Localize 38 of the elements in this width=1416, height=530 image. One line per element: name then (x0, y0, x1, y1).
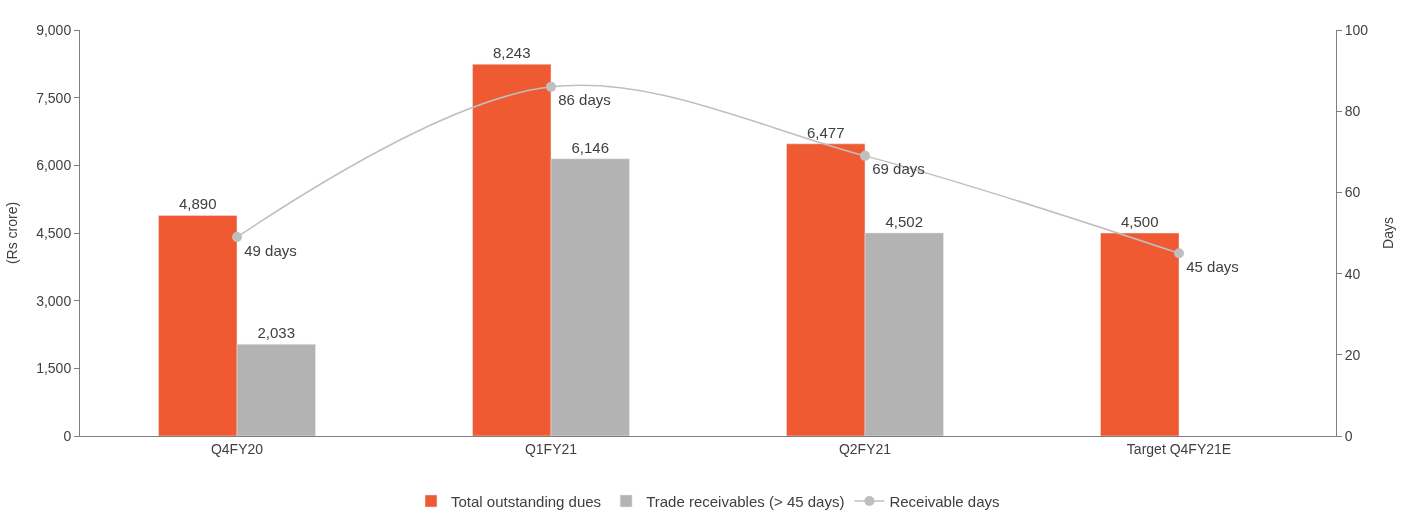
x-tick-label: Target Q4FY21E (1126, 440, 1232, 457)
legend-label: Total outstanding dues (451, 492, 602, 510)
data-label: 4,500 (1120, 213, 1159, 230)
y-tick-label: 4,500 (36, 224, 72, 241)
y2-tick-label: 60 (1344, 184, 1361, 201)
point (860, 150, 870, 161)
data-label: 6,146 (571, 138, 610, 156)
bar (1100, 232, 1180, 436)
data-label: 86 days (558, 91, 611, 109)
data-label: 69 days (872, 160, 925, 178)
y-tick-label: 6,000 (36, 157, 72, 174)
y-tick-label: 3,000 (36, 292, 72, 309)
y2-tick-label: 0 (1344, 427, 1353, 444)
data-label: 8,243 (492, 44, 531, 62)
legend-label: Trade receivables (> 45 days) (646, 492, 845, 510)
point (546, 81, 556, 92)
y-tick-label: 7,500 (36, 89, 72, 106)
y2-tick-label: 40 (1344, 265, 1361, 282)
point (1174, 248, 1184, 259)
y2-axis-title: Days (1379, 217, 1396, 249)
data-label: 6,477 (806, 123, 845, 141)
x-tick-label: Q1FY21 (524, 440, 578, 457)
y2-tick-label: 20 (1344, 346, 1361, 363)
point (232, 232, 242, 243)
data-label: 4,890 (178, 195, 217, 213)
y2-tick-label: 80 (1344, 103, 1361, 120)
y-tick-label: 0 (63, 427, 72, 444)
data-label: 4,502 (885, 212, 924, 230)
y-axis-title: (Rs crore) (3, 201, 20, 265)
x-tick-label: Q2FY21 (838, 440, 892, 457)
data-label: 45 days (1186, 257, 1239, 275)
x-tick-label: Q4FY20 (210, 440, 264, 457)
y-tick-label: 9,000 (36, 21, 72, 38)
legend-label: Receivable days (889, 492, 1000, 510)
data-label: 49 days (244, 241, 297, 259)
data-label: 2,033 (257, 324, 296, 342)
y-tick-label: 1,500 (36, 360, 72, 377)
y2-tick-label: 100 (1344, 21, 1369, 38)
